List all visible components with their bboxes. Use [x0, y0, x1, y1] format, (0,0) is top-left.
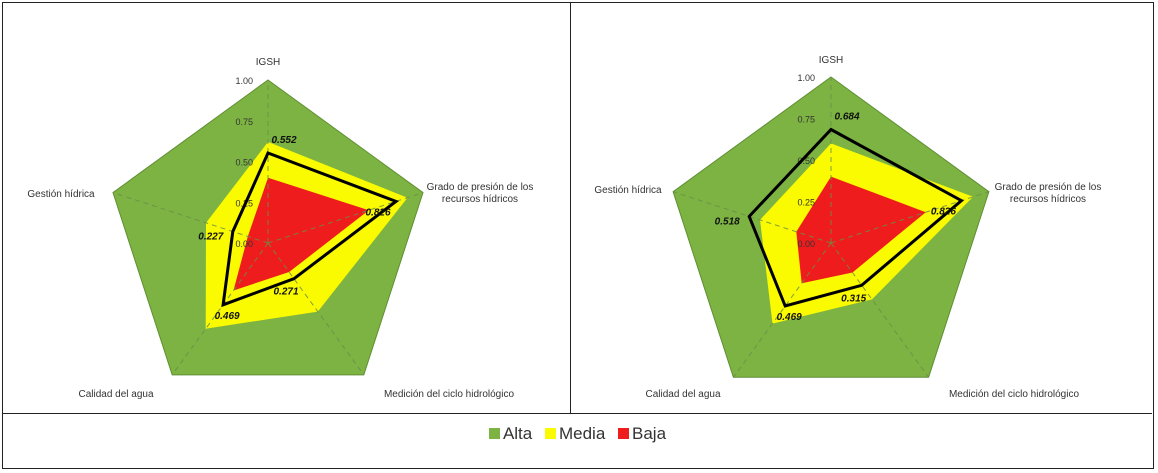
- radar-panel-left: 0.00 0.25 0.50 0.75 1.00 0.552 0.826 0.271 0.469…: [3, 3, 571, 413]
- axis-label-line: Gestión hídrica: [594, 185, 662, 196]
- data-label: 0.684: [834, 112, 859, 123]
- legend-swatch-alta: [488, 428, 500, 439]
- axis-label: IGSH: [256, 57, 280, 68]
- axis-label: Grado de presión de los recursos hídricos: [427, 182, 534, 205]
- legend-row: Alta Media Baja: [3, 413, 1152, 469]
- axis-label-line: IGSH: [819, 55, 843, 66]
- axis-label-line: recursos hídricos: [1010, 194, 1086, 205]
- legend-item-baja: Baja: [618, 424, 666, 444]
- data-label: 0.826: [365, 207, 390, 218]
- radar-panel-right: 0.00 0.25 0.50 0.75 1.00 0.684 0.826 0.315 0.469…: [571, 3, 1155, 413]
- legend-item-media: Media: [544, 424, 606, 444]
- band-baja: [796, 176, 926, 284]
- axis-label: Medición del ciclo hidrológico: [949, 389, 1080, 400]
- axis-label: Gestión hídrica: [27, 189, 95, 200]
- axis-label-line: recursos hídricos: [442, 194, 518, 205]
- axis-label: IGSH: [819, 55, 843, 66]
- axis-label-line: Medición del ciclo hidrológico: [384, 389, 515, 400]
- scale-tick-label: 0.75: [235, 117, 253, 127]
- axis-spoke: [830, 242, 930, 378]
- data-label: 0.469: [777, 312, 802, 323]
- scale-tick-label: 0.00: [235, 239, 253, 249]
- legend-item-alta: Alta: [488, 424, 533, 444]
- band-baja: [233, 177, 369, 291]
- scale-tick-label: 1.00: [797, 73, 815, 83]
- series-outline: [747, 127, 965, 308]
- axis-spoke: [112, 192, 269, 244]
- legend-label-alta: Alta: [502, 424, 533, 443]
- axis-label-line: Calidad del agua: [645, 389, 720, 400]
- data-label: 0.315: [841, 293, 866, 304]
- axis-label-line: Gestión hídrica: [27, 189, 95, 200]
- scale-tick-label: 0.75: [797, 115, 815, 125]
- data-label: 0.271: [273, 287, 298, 298]
- axis-label: Gestión hídrica: [594, 185, 662, 196]
- axis-label: Calidad del agua: [645, 389, 720, 400]
- data-label: 0.518: [715, 216, 740, 227]
- axis-label-line: Grado de presión de los: [427, 182, 534, 193]
- axis-spoke: [672, 191, 832, 244]
- scale-tick-label: 0.50: [235, 158, 253, 168]
- scale-tick-label: 1.00: [235, 76, 253, 86]
- axis-label: Grado de presión de los recursos hídricos: [995, 182, 1102, 205]
- legend: Alta Media Baja: [3, 424, 1152, 444]
- scale-tick-label: 0.50: [797, 156, 815, 166]
- data-label: 0.826: [931, 207, 956, 218]
- axis-spoke: [267, 242, 365, 376]
- axis-label: Medición del ciclo hidrológico: [384, 389, 515, 400]
- legend-label-baja: Baja: [632, 424, 667, 443]
- series-outline: [221, 151, 400, 308]
- legend-swatch-baja: [618, 428, 630, 439]
- data-label: 0.469: [215, 311, 240, 322]
- axis-label-line: Calidad del agua: [78, 389, 153, 400]
- axis-spoke: [171, 242, 269, 376]
- axis-label-line: Medición del ciclo hidrológico: [949, 389, 1080, 400]
- data-label: 0.552: [271, 135, 296, 146]
- axis-spoke: [732, 242, 832, 378]
- radar-chart-right: 0.00 0.25 0.50 0.75 1.00 0.684 0.826 0.315 0.469…: [594, 55, 1102, 400]
- axis-label-line: IGSH: [256, 57, 280, 68]
- legend-label-media: Media: [558, 424, 606, 443]
- radar-chart-left: 0.000.250.500.751.000.5520.8260.2710.469…: [27, 57, 534, 400]
- scale-tick-label: 0.00: [797, 239, 815, 249]
- axis-label: Calidad del agua: [78, 389, 153, 400]
- legend-swatch-media: [544, 428, 556, 439]
- data-label: 0.227: [198, 232, 223, 243]
- scale-tick-label: 0.25: [797, 198, 815, 208]
- axis-label-line: Grado de presión de los: [995, 182, 1102, 193]
